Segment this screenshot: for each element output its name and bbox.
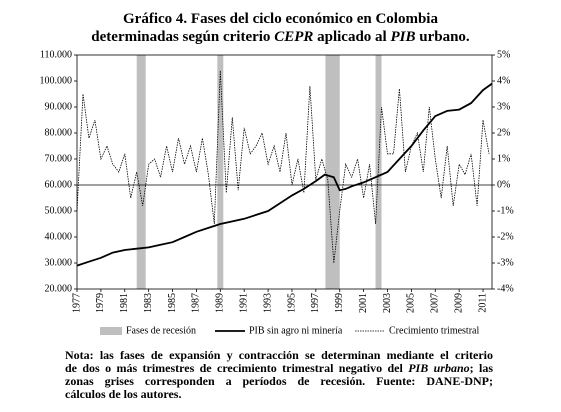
x-tick-label: 1985: [167, 293, 178, 313]
x-tick-label: 2011: [477, 293, 488, 313]
y-tick-label: 90.000: [45, 101, 73, 112]
note-text: zonas grises corresponden a períodos de …: [65, 374, 493, 388]
x-tick-label: 1979: [95, 293, 106, 313]
x-tick-label: 2009: [453, 293, 464, 313]
y2-tick-label: 0%: [497, 179, 510, 190]
plot-frame: [76, 54, 493, 290]
recession-band: [325, 55, 340, 289]
series-line: [76, 82, 493, 267]
y-tick-label: 30.000: [45, 257, 73, 268]
note-text: ; las: [469, 361, 493, 375]
legend-label: Crecimiento trimestral: [389, 325, 479, 336]
title-line: determinadas según criterio CEPR aplicad…: [0, 28, 561, 46]
x-tick-label: 1977: [71, 293, 82, 313]
y2-tick-label: -3%: [497, 257, 514, 268]
y-tick-label: 60.000: [45, 179, 73, 190]
title-text: determinadas según criterio: [91, 29, 275, 45]
chart-title: Gráfico 4. Fases del ciclo económico en …: [0, 10, 561, 46]
title-text: urbano.: [415, 29, 470, 45]
x-tick-label: 2007: [430, 293, 441, 313]
note-line: de dos o más trimestres de crecimiento t…: [65, 362, 493, 375]
series-line: [76, 70, 490, 264]
y-tick-label: 110.000: [40, 49, 72, 60]
title-text: Gráfico 4. Fases del ciclo económico en …: [123, 11, 438, 27]
x-tick-label: 1983: [143, 293, 154, 313]
y-tick-label: 80.000: [45, 127, 73, 138]
x-tick-label: 1995: [286, 293, 297, 313]
y-tick-label: 40.000: [45, 231, 73, 242]
y2-tick-label: 2%: [497, 127, 510, 138]
x-tick-label: 1993: [262, 293, 273, 313]
note-text: de dos o más trimestres de crecimiento t…: [65, 361, 409, 375]
legend-label: PIB sin agro ni minería: [249, 325, 343, 336]
note-text: cálculos de los autores.: [65, 387, 182, 401]
note: Nota: las fases de expansión y contracci…: [65, 349, 493, 401]
x-tick-label: 2003: [382, 293, 393, 313]
title-text: CEPR: [274, 29, 314, 45]
title-line: Gráfico 4. Fases del ciclo económico en …: [0, 10, 561, 28]
title-text: PIB: [390, 29, 416, 45]
x-tick-label: 1989: [215, 293, 226, 313]
y-tick-label: 20.000: [45, 283, 73, 294]
y-tick-label: 50.000: [45, 205, 73, 216]
x-tick-label: 1999: [334, 293, 345, 313]
legend-label: Fases de recesión: [126, 325, 196, 336]
note-text: PIB urbano: [408, 361, 470, 375]
x-tick-label: 1981: [119, 293, 130, 313]
title-text: aplicado al: [313, 29, 391, 45]
y2-tick-label: -2%: [497, 231, 514, 242]
x-tick-label: 1997: [310, 293, 321, 313]
x-tick-label: 2005: [406, 293, 417, 313]
x-tick-label: 1991: [238, 293, 249, 313]
recession-band: [136, 55, 146, 289]
y2-tick-label: 4%: [497, 75, 510, 86]
y-tick-label: 70.000: [45, 153, 73, 164]
legend-swatch: [100, 327, 122, 335]
note-line: cálculos de los autores.: [65, 388, 493, 401]
x-tick-label: 2001: [358, 293, 369, 313]
y2-tick-label: 1%: [497, 153, 510, 164]
y2-tick-label: -1%: [497, 205, 514, 216]
note-line: Nota: las fases de expansión y contracci…: [65, 349, 493, 362]
y-tick-label: 100.000: [40, 75, 73, 86]
note-text: Nota: las fases de expansión y contracci…: [65, 348, 493, 362]
y2-tick-label: 3%: [497, 101, 510, 112]
y2-tick-label: -4%: [497, 283, 514, 294]
y2-tick-label: 5%: [497, 49, 510, 60]
recession-band: [217, 55, 224, 289]
note-line: zonas grises corresponden a períodos de …: [65, 375, 493, 388]
x-tick-label: 1987: [191, 293, 202, 313]
